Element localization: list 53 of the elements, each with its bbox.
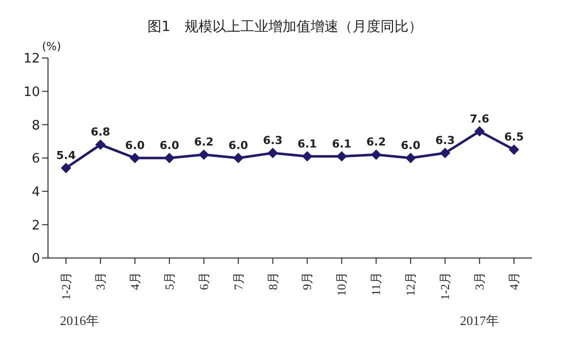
data-label: 6.2 (366, 136, 386, 149)
x-tick-label: 3月 (472, 272, 487, 290)
x-tick-label: 11月 (369, 272, 384, 296)
y-tick-label: 10 (23, 84, 40, 100)
data-label: 7.6 (470, 112, 490, 126)
data-label: 6.2 (194, 136, 214, 149)
point (440, 148, 450, 158)
data-label: 5.4 (56, 149, 76, 162)
x-tick-label: 3月 (93, 272, 108, 290)
point (371, 150, 382, 160)
x-tick-label: 7月 (231, 272, 246, 290)
point (198, 150, 209, 160)
data-label: 6.0 (160, 139, 180, 152)
y-tick-label: 4 (32, 184, 40, 200)
point (95, 140, 106, 150)
data-label: 6.1 (297, 137, 317, 150)
x-tick-label: 10月 (334, 272, 349, 296)
x-tick-label: 12月 (404, 272, 418, 296)
data-label: 6.0 (125, 139, 146, 152)
point (509, 144, 519, 155)
x-tick-label: 5月 (162, 272, 176, 290)
y-axis-title: (%) (42, 40, 62, 53)
y-tick-label: 0 (32, 252, 40, 267)
point (336, 151, 347, 162)
data-label: 6.0 (400, 139, 421, 152)
x-tick-label: 8月 (266, 272, 280, 290)
text: 2016年 (60, 312, 99, 330)
data-label: 6.8 (90, 126, 110, 139)
y-tick-label: 12 (23, 52, 40, 67)
data-label: 6.5 (504, 130, 524, 144)
point (164, 153, 174, 163)
chart-title: 图1 规模以上工业增加值增速（月度同比） (146, 18, 424, 37)
x-tick-label: 4月 (128, 272, 142, 290)
point (406, 153, 416, 163)
data-label: 6.3 (435, 134, 455, 147)
y-tick-label: 8 (32, 118, 40, 134)
point (233, 153, 244, 163)
y-tick-label: 6 (32, 152, 40, 167)
point (130, 153, 140, 163)
data-label: 6.0 (228, 139, 248, 152)
data-label: 6.3 (263, 134, 283, 147)
x-tick-label: 1-2月 (59, 272, 73, 300)
point (268, 148, 278, 158)
x-tick-label: 6月 (196, 272, 211, 290)
y-tick-label: 2 (32, 218, 40, 234)
x-tick-label: 1-2月 (438, 272, 452, 300)
x-tick-label: 9月 (300, 272, 314, 290)
point (302, 151, 312, 162)
data-label: 6.1 (332, 137, 352, 150)
point (61, 163, 71, 173)
point (474, 126, 485, 136)
x-tick-label: 4月 (507, 272, 521, 290)
text: 2017年 (460, 312, 499, 330)
